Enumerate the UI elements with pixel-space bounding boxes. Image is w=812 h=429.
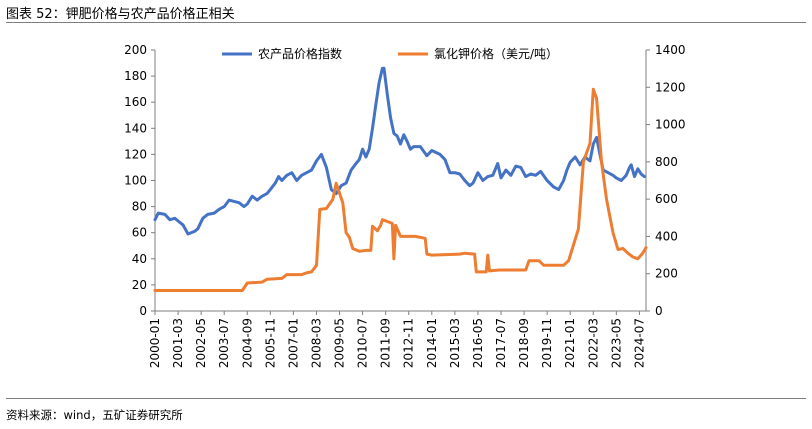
legend-label: 农产品价格指数 bbox=[258, 46, 342, 61]
axes: 0 20 40 60 80 100 120 140 160 180 200 0 200 400 600 800… bbox=[124, 43, 685, 368]
series-lines bbox=[153, 66, 648, 292]
x-tick-label: 2022-03 bbox=[586, 318, 600, 368]
legend: 农产品价格指数 氯化钾价格（美元/吨） bbox=[222, 46, 558, 61]
x-tick-label: 2014-01 bbox=[425, 318, 439, 368]
figure-title: 图表 52：钾肥价格与农产品价格正相关 bbox=[6, 7, 235, 22]
x-tick-label: 2016-05 bbox=[471, 318, 485, 368]
x-tick-label: 2017-07 bbox=[494, 318, 508, 368]
x-tick-label: 2011-09 bbox=[379, 318, 393, 368]
x-tick-label: 2001-03 bbox=[171, 318, 185, 368]
right-y-tick-label: 800 bbox=[655, 155, 678, 169]
x-tick-label: 2010-07 bbox=[356, 318, 370, 368]
left-y-tick-label: 80 bbox=[132, 200, 147, 214]
right-y-tick-label: 400 bbox=[655, 229, 678, 243]
x-tick-label: 2012-11 bbox=[402, 318, 416, 368]
x-tick-label: 2008-03 bbox=[309, 318, 323, 368]
footer-divider bbox=[6, 398, 806, 399]
x-tick-label: 2019-11 bbox=[540, 318, 554, 368]
x-tick-label: 2023-05 bbox=[609, 318, 623, 368]
x-tick-label: 2004-09 bbox=[240, 318, 254, 368]
left-y-tick-label: 0 bbox=[139, 304, 147, 318]
left-y-tick-label: 140 bbox=[124, 121, 147, 135]
x-tick-label: 2021-01 bbox=[563, 318, 577, 368]
potash-price-line bbox=[153, 87, 648, 292]
left-y-tick-label: 40 bbox=[132, 252, 147, 266]
x-tick-label: 2002-05 bbox=[194, 318, 208, 368]
x-tick-label: 2009-05 bbox=[333, 318, 347, 368]
x-tick-label: 2015-03 bbox=[448, 318, 462, 368]
left-y-tick-label: 180 bbox=[124, 69, 147, 83]
right-y-tick-label: 0 bbox=[655, 304, 663, 318]
right-y-tick-label: 600 bbox=[655, 192, 678, 206]
left-y-tick-label: 100 bbox=[124, 174, 147, 188]
left-y-tick-label: 160 bbox=[124, 95, 147, 109]
x-tick-label: 2007-01 bbox=[286, 318, 300, 368]
agri-price-index-line bbox=[153, 66, 646, 236]
right-y-tick-label: 1000 bbox=[655, 118, 686, 132]
x-tick-label: 2000-01 bbox=[148, 318, 162, 368]
left-y-tick-label: 120 bbox=[124, 147, 147, 161]
left-y-tick-label: 200 bbox=[124, 43, 147, 57]
right-y-tick-label: 1200 bbox=[655, 80, 686, 94]
left-y-tick-label: 60 bbox=[132, 226, 147, 240]
legend-label: 氯化钾价格（美元/吨） bbox=[434, 46, 558, 61]
left-y-tick-label: 20 bbox=[132, 278, 147, 292]
right-y-tick-label: 200 bbox=[655, 267, 678, 281]
x-tick-label: 2005-11 bbox=[263, 318, 277, 368]
x-tick-label: 2003-07 bbox=[217, 318, 231, 368]
right-y-tick-label: 1400 bbox=[655, 43, 686, 57]
x-tick-label: 2018-09 bbox=[517, 318, 531, 368]
title-divider bbox=[6, 22, 806, 23]
x-tick-label: 2024-07 bbox=[632, 318, 646, 368]
source-note: 资料来源：wind，五矿证券研究所 bbox=[6, 408, 183, 422]
